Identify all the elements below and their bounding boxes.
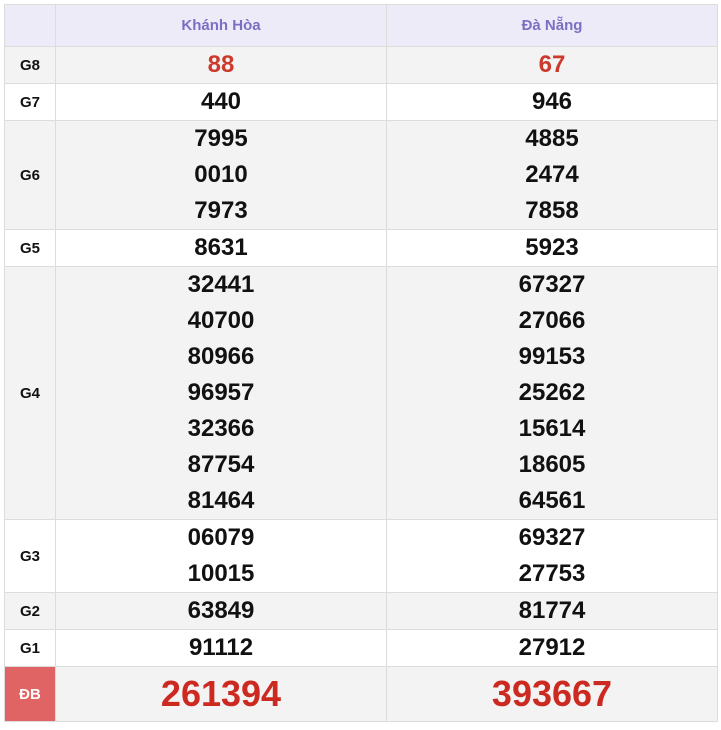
result-number: 393667 — [491, 673, 613, 714]
header-khanh-hoa: Khánh Hòa — [55, 4, 387, 47]
result-number: 81464 — [187, 487, 255, 514]
result-number: 15614 — [518, 415, 586, 442]
cell-khanh-hoa: 7995 0010 7973 — [55, 120, 387, 230]
prize-row-đb: ĐB 261394 393667 — [4, 666, 718, 722]
cell-da-nang: 946 — [386, 83, 718, 121]
result-number: 5923 — [525, 234, 579, 261]
cell-da-nang: 81774 — [386, 592, 718, 630]
cell-khanh-hoa: 32441 40700 80966 96957 32366 87754 81464 — [55, 266, 387, 520]
result-number: 7995 — [194, 125, 248, 152]
prize-label: G4 — [4, 266, 56, 520]
result-number: 32441 — [187, 271, 255, 298]
prize-row-g1: G1 91112 27912 — [4, 629, 718, 667]
cell-khanh-hoa: 261394 — [55, 666, 387, 722]
cell-da-nang: 4885 2474 7858 — [386, 120, 718, 230]
cell-da-nang: 393667 — [386, 666, 718, 722]
cell-khanh-hoa: 88 — [55, 46, 387, 84]
result-number: 261394 — [160, 673, 282, 714]
result-number: 25262 — [518, 379, 586, 406]
result-number: 2474 — [525, 161, 579, 188]
prize-label: G1 — [4, 629, 56, 667]
lottery-results-table: Khánh Hòa Đà Nẵng G8 88 67 G7 440 946 G6 7995 00… — [4, 4, 718, 722]
result-number: 8631 — [194, 234, 248, 261]
cell-khanh-hoa: 06079 10015 — [55, 519, 387, 593]
cell-da-nang: 69327 27753 — [386, 519, 718, 593]
result-number: 32366 — [187, 415, 255, 442]
result-number: 63849 — [187, 597, 255, 624]
prize-label: G8 — [4, 46, 56, 84]
result-number: 88 — [207, 51, 235, 78]
prize-label: G3 — [4, 519, 56, 593]
prize-row-g2: G2 63849 81774 — [4, 592, 718, 630]
cell-da-nang: 5923 — [386, 229, 718, 267]
result-number: 99153 — [518, 343, 586, 370]
result-number: 27912 — [518, 634, 586, 661]
result-number: 96957 — [187, 379, 255, 406]
prize-row-g8: G8 88 67 — [4, 46, 718, 84]
prize-label: G5 — [4, 229, 56, 267]
result-number: 64561 — [518, 487, 586, 514]
prize-label: G7 — [4, 83, 56, 121]
prize-row-g3: G3 06079 10015 69327 27753 — [4, 519, 718, 593]
result-number: 27066 — [518, 307, 586, 334]
cell-da-nang: 67 — [386, 46, 718, 84]
result-number: 06079 — [187, 524, 255, 551]
header-da-nang: Đà Nẵng — [386, 4, 718, 47]
result-number: 67 — [538, 51, 566, 78]
prize-row-g5: G5 8631 5923 — [4, 229, 718, 267]
prize-row-g7: G7 440 946 — [4, 83, 718, 121]
result-number: 4885 — [525, 125, 579, 152]
result-number: 946 — [531, 88, 573, 115]
result-number: 10015 — [187, 560, 255, 587]
result-number: 40700 — [187, 307, 255, 334]
prize-row-g6: G6 7995 0010 7973 4885 2474 7858 — [4, 120, 718, 230]
cell-khanh-hoa: 91112 — [55, 629, 387, 667]
result-number: 440 — [200, 88, 242, 115]
result-number: 81774 — [518, 597, 586, 624]
prize-label: G2 — [4, 592, 56, 630]
result-number: 18605 — [518, 451, 586, 478]
header-row: Khánh Hòa Đà Nẵng — [4, 4, 718, 47]
result-number: 7858 — [525, 197, 579, 224]
header-prize — [4, 4, 56, 47]
result-number: 7973 — [194, 197, 248, 224]
prize-label: G6 — [4, 120, 56, 230]
cell-khanh-hoa: 63849 — [55, 592, 387, 630]
cell-da-nang: 27912 — [386, 629, 718, 667]
cell-khanh-hoa: 440 — [55, 83, 387, 121]
result-number: 80966 — [187, 343, 255, 370]
cell-khanh-hoa: 8631 — [55, 229, 387, 267]
result-number: 27753 — [518, 560, 586, 587]
result-number: 87754 — [187, 451, 255, 478]
result-number: 69327 — [518, 524, 586, 551]
result-number: 91112 — [188, 634, 254, 661]
result-number: 67327 — [518, 271, 586, 298]
prize-row-g4: G4 32441 40700 80966 96957 32366 87754 81464 673… — [4, 266, 718, 520]
result-number: 0010 — [194, 161, 248, 188]
cell-da-nang: 67327 27066 99153 25262 15614 18605 64561 — [386, 266, 718, 520]
prize-label: ĐB — [4, 666, 56, 722]
